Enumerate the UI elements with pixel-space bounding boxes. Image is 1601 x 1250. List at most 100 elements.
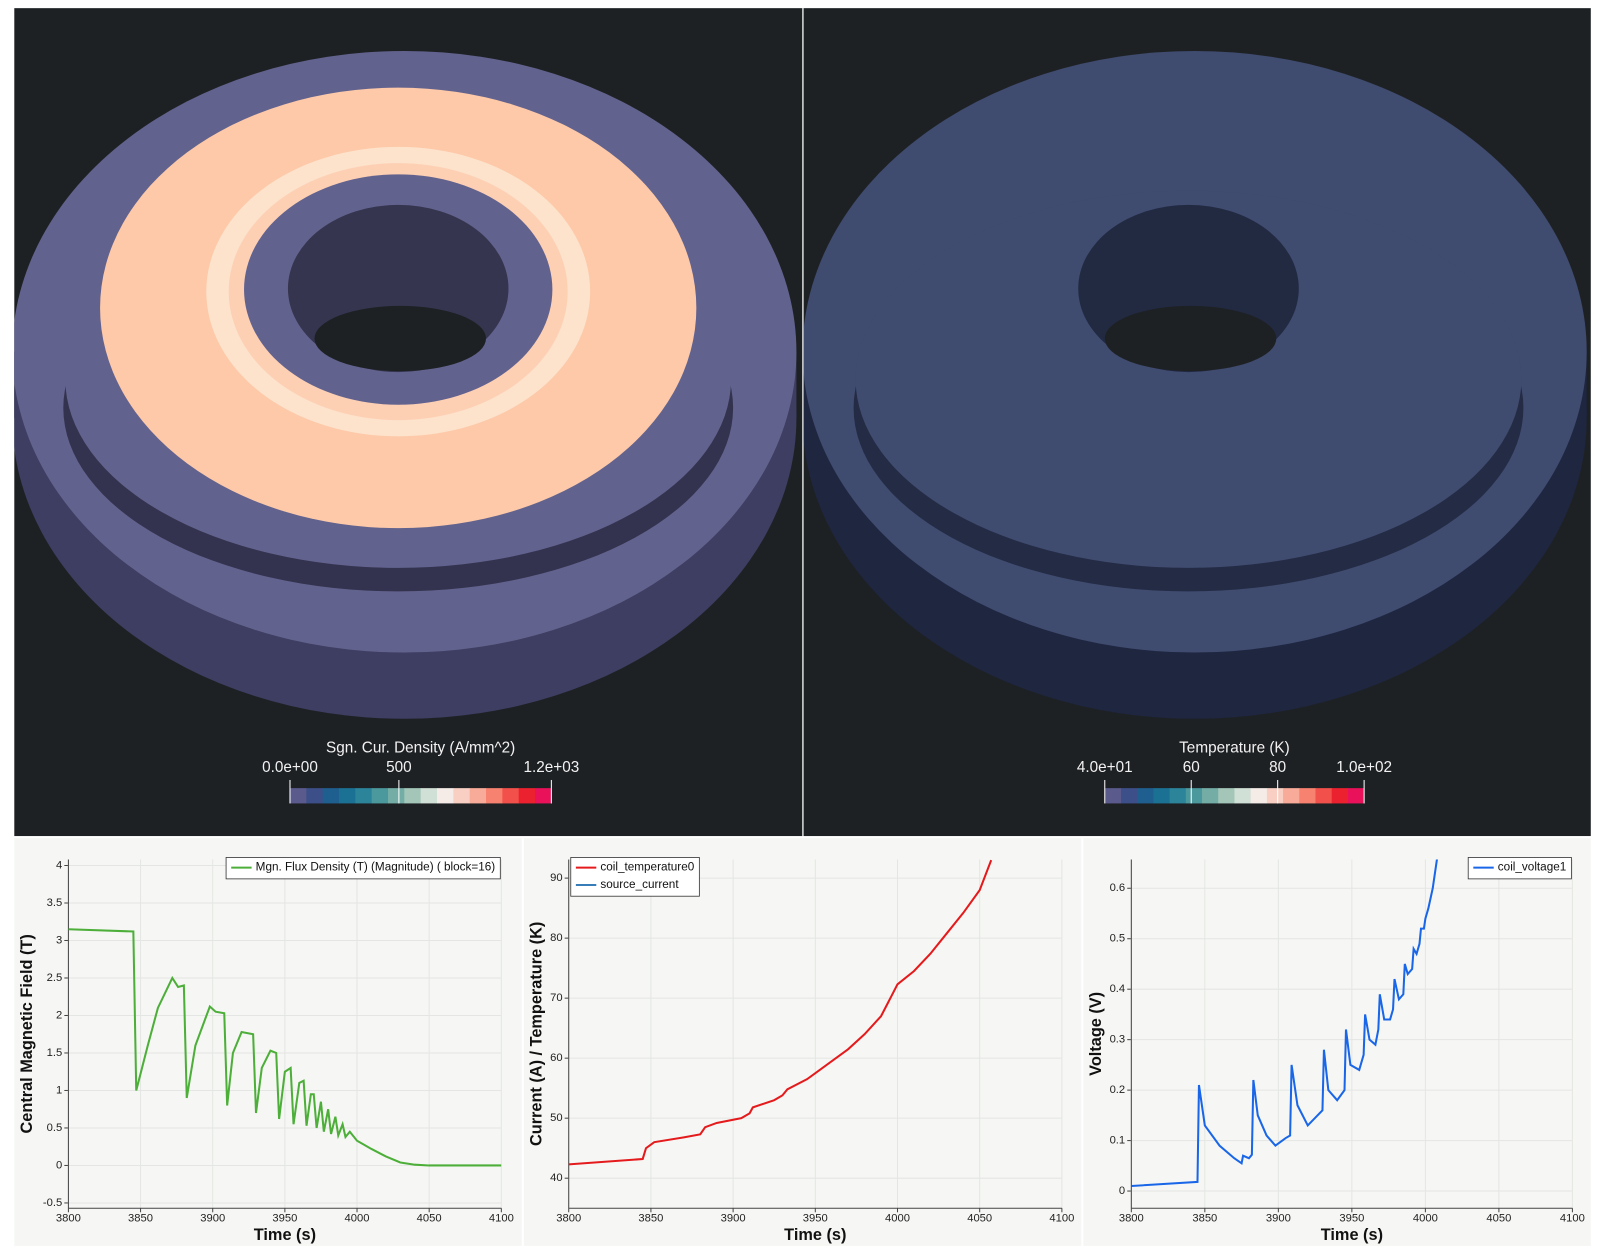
screen: Sgn. Cur. Density (A/mm^2)0.0e+005001.2e… (0, 0, 1601, 1250)
y-tick-label: 2 (56, 1009, 62, 1021)
y-tick-label: 3 (56, 934, 62, 946)
colorbar-title: Sgn. Cur. Density (A/mm^2) (326, 739, 515, 756)
colorbar-swatch (388, 788, 405, 803)
colorbar-swatch (535, 788, 552, 803)
x-tick-label: 4100 (1049, 1212, 1074, 1224)
y-tick-label: 4 (56, 859, 62, 871)
x-tick-label: 3850 (638, 1212, 663, 1224)
colorbar-title: Temperature (K) (1179, 739, 1290, 756)
x-tick-label: 3950 (803, 1212, 828, 1224)
colorbar-swatch (339, 788, 356, 803)
y-tick-label: 1 (56, 1084, 62, 1096)
x-tick-label: 3800 (1119, 1212, 1144, 1224)
colorbar-swatch (1137, 788, 1154, 803)
colorbar-swatch (1299, 788, 1316, 803)
colorbar-swatch (486, 788, 503, 803)
y-tick-label: 40 (550, 1172, 562, 1184)
x-tick-label: 4000 (885, 1212, 910, 1224)
y-tick-label: 0.1 (1110, 1135, 1126, 1147)
x-axis-title: Time (s) (254, 1226, 316, 1244)
legend: coil_temperature0 source_current (571, 857, 700, 896)
x-tick-label: 3900 (200, 1212, 225, 1224)
x-tick-label: 3800 (556, 1212, 581, 1224)
y-tick-label: 50 (550, 1112, 562, 1124)
x-tick-label: 4050 (417, 1212, 442, 1224)
render-view-right (803, 8, 1591, 836)
x-tick-label: 4050 (1486, 1212, 1511, 1224)
colorbar-swatch (1332, 788, 1349, 803)
x-tick-label: 3850 (1192, 1212, 1217, 1224)
y-axis-title: Central Magnetic Field (T) (18, 934, 36, 1133)
colorbar-tick-label: 4.0e+01 (1077, 759, 1133, 776)
colorbar-swatch (1234, 788, 1251, 803)
y-tick-label: 3.5 (47, 897, 63, 909)
y-tick-label: 0.6 (1110, 882, 1126, 894)
y-tick-label: 0.2 (1110, 1084, 1126, 1096)
colorbar-swatch (323, 788, 340, 803)
colorbar-swatch (1267, 788, 1284, 803)
y-tick-label: 2.5 (47, 972, 63, 984)
colorbar-swatch (1348, 788, 1365, 803)
colorbar-swatch (1202, 788, 1219, 803)
x-tick-label: 4000 (345, 1212, 370, 1224)
legend-label: coil_voltage1 (1498, 861, 1566, 874)
colorbar-swatch (1283, 788, 1300, 803)
bore-opening (1105, 306, 1277, 371)
y-axis-title: Voltage (V) (1087, 992, 1105, 1076)
x-axis-title: Time (s) (1321, 1226, 1383, 1244)
x-tick-label: 3950 (1339, 1212, 1364, 1224)
y-tick-label: 90 (550, 872, 562, 884)
chart-background (524, 838, 1081, 1246)
y-tick-label: 70 (550, 992, 562, 1004)
x-tick-label: 3900 (721, 1212, 746, 1224)
y-tick-label: 0 (1119, 1185, 1125, 1197)
legend-label: source_current (600, 878, 679, 891)
colorbar-swatch (1251, 788, 1268, 803)
legend: Mgn. Flux Density (T) (Magnitude) ( bloc… (226, 857, 500, 878)
colorbar-swatch (1315, 788, 1332, 803)
x-tick-label: 4050 (967, 1212, 992, 1224)
y-tick-label: 80 (550, 932, 562, 944)
colorbar-swatch (306, 788, 323, 803)
colorbar-swatch (502, 788, 519, 803)
y-tick-label: -0.5 (43, 1197, 62, 1209)
chart-panel: 0 0.1 0.2 0.3 0.4 0.5 0.6 3800 3850 3900 3950 4000 4… (1083, 838, 1590, 1246)
chart-background (14, 838, 521, 1246)
colorbar-swatch (290, 788, 307, 803)
y-tick-label: 1.5 (47, 1047, 63, 1059)
y-tick-label: 0.4 (1110, 983, 1126, 995)
y-tick-label: 0 (56, 1159, 62, 1171)
body: {"colormap":["#5b5a8c","#3d4f88","#1f5f8… (0, 0, 1601, 1250)
colorbar-swatch (1218, 788, 1235, 803)
render-view-left (12, 8, 802, 836)
colorbar-swatch (1170, 788, 1187, 803)
colorbar-swatch (421, 788, 438, 803)
x-tick-label: 3950 (272, 1212, 297, 1224)
x-tick-label: 3850 (128, 1212, 153, 1224)
colorbar-swatch (1105, 788, 1122, 803)
y-tick-label: 0.3 (1110, 1034, 1126, 1046)
legend: coil_voltage1 (1468, 857, 1571, 878)
colorbar-swatch (1186, 788, 1203, 803)
colorbar-swatch (1153, 788, 1170, 803)
colorbar-swatch (437, 788, 454, 803)
colorbar-tick-label: 80 (1269, 759, 1286, 776)
colorbar-swatch (519, 788, 536, 803)
x-tick-label: 4100 (1560, 1212, 1585, 1224)
colorbar-swatch (404, 788, 421, 803)
colorbar-swatch (372, 788, 389, 803)
bore-opening (314, 306, 486, 371)
x-axis-title: Time (s) (784, 1226, 846, 1244)
x-tick-label: 4000 (1413, 1212, 1438, 1224)
y-tick-label: 0.5 (1110, 933, 1126, 945)
legend-label: coil_temperature0 (600, 861, 694, 874)
colorbar-tick-label: 500 (386, 759, 412, 776)
x-tick-label: 3900 (1266, 1212, 1291, 1224)
colorbar-swatch (453, 788, 470, 803)
colorbar-swatch (355, 788, 372, 803)
colorbar-tick-label: 60 (1183, 759, 1200, 776)
x-tick-label: 4100 (489, 1212, 514, 1224)
colorbar-tick-label: 0.0e+00 (262, 759, 318, 776)
